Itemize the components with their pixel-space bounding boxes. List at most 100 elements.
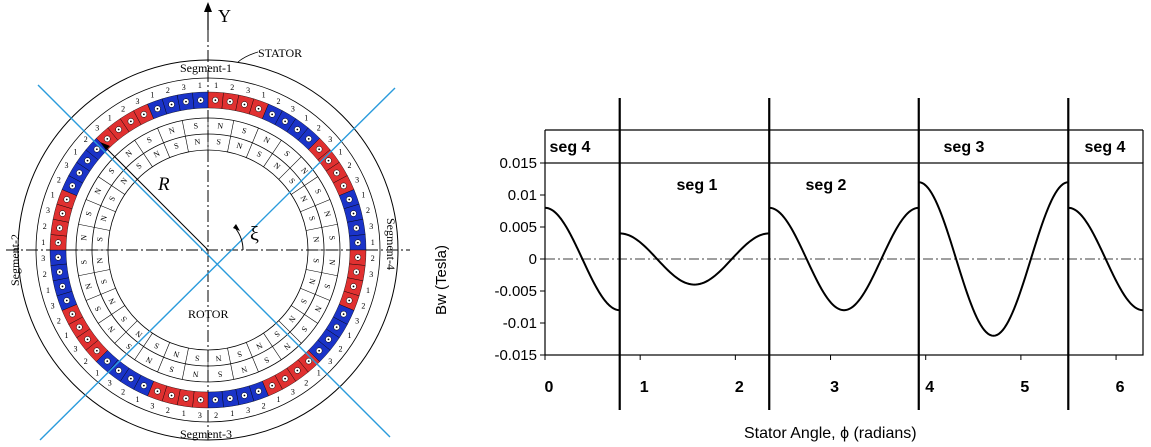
angle-label: ξ xyxy=(250,223,259,245)
x-tick-label: 0 xyxy=(545,379,554,396)
rotor-pole-letter: N xyxy=(83,282,93,290)
coil-dot-icon xyxy=(170,103,173,106)
rotor-pole-divider xyxy=(263,140,282,168)
rotor-pole-letter: N xyxy=(99,214,109,222)
coil-number: 1 xyxy=(262,91,266,100)
coil-number: 2 xyxy=(262,401,266,410)
rotor-pole-divider xyxy=(290,176,318,195)
coil-dot-icon xyxy=(61,285,64,288)
rotor-pole-letter: N xyxy=(298,194,309,204)
coil-dot-icon xyxy=(318,148,321,151)
coil-number: 3 xyxy=(291,104,295,113)
rotor-pole-letter: N xyxy=(322,210,332,218)
rotor-pole-letter: N xyxy=(106,324,117,334)
rotor-pole-divider xyxy=(114,320,138,344)
y-tick-label: -0.01 xyxy=(503,315,537,332)
coil-number: 3 xyxy=(51,302,55,311)
rotor-pole-letter: S xyxy=(236,349,243,359)
coil-dot-icon xyxy=(106,137,109,140)
segment-3-label: Segment-3 xyxy=(180,427,232,441)
coil-number: 1 xyxy=(339,148,343,157)
coil-number: 1 xyxy=(51,190,55,199)
rotor-pole-divider xyxy=(85,287,116,301)
rotor-pole-letter: N xyxy=(192,369,199,379)
radius-line xyxy=(103,145,209,251)
segment-cut-line-2 xyxy=(39,87,396,441)
rotor-pole-letter: N xyxy=(93,186,104,196)
x-tick-group: 0 1 2 3 4 5 6 xyxy=(544,355,1125,396)
coil-number: 1 xyxy=(46,286,50,295)
rotor-pole-letter: S xyxy=(307,215,317,222)
coil-dot-icon xyxy=(318,349,321,352)
coil-number: 1 xyxy=(135,395,139,404)
rotor-pole-letter: N xyxy=(95,257,105,264)
coil-dot-icon xyxy=(355,227,358,229)
segment-label: seg 2 xyxy=(806,177,847,194)
coil-dot-icon xyxy=(307,137,310,140)
coil-number: 2 xyxy=(57,175,61,184)
coil-dot-icon xyxy=(342,184,345,187)
coil-number: 2 xyxy=(317,124,321,133)
coil-dot-icon xyxy=(61,212,64,215)
coil-dot-icon xyxy=(185,100,187,103)
rotor-pole-divider xyxy=(300,199,331,213)
rotor-pole-letter: S xyxy=(272,329,281,339)
rotor-pole-letter: S xyxy=(287,176,297,185)
segment-label: seg 1 xyxy=(677,177,718,194)
rotor-pole-letter: S xyxy=(134,161,143,171)
rotor-pole-letter: S xyxy=(299,324,309,333)
rotor-pole-letter: S xyxy=(193,121,198,130)
rotor-pole-divider xyxy=(278,156,302,180)
coil-dot-icon xyxy=(348,299,351,302)
coil-number: 3 xyxy=(182,83,186,92)
coil-number: 1 xyxy=(230,409,234,418)
coil-dot-icon xyxy=(199,99,202,102)
coil-dot-icon xyxy=(284,120,287,123)
rotor-pole-letter: N xyxy=(254,340,264,351)
rotor-pole-letter: S xyxy=(241,126,248,136)
coil-number: 2 xyxy=(84,135,88,144)
rotor-pole-letter: S xyxy=(95,237,104,242)
coil-number: 1 xyxy=(371,238,375,247)
stator-leader-line xyxy=(237,51,259,63)
coil-dot-icon xyxy=(129,377,132,380)
coil-dot-icon xyxy=(243,103,246,106)
coil-number: 2 xyxy=(371,254,375,263)
coil-dot-icon xyxy=(71,184,74,187)
stator-outer-circle xyxy=(17,59,399,441)
coil-dot-icon xyxy=(86,159,89,162)
coil-number: 1 xyxy=(182,409,186,418)
coil-number: 2 xyxy=(166,86,170,95)
coil-dot-icon xyxy=(284,377,287,380)
rotor-pole-divider xyxy=(157,127,171,158)
coil-number: 2 xyxy=(43,270,47,279)
coil-dot-icon xyxy=(78,326,81,329)
rotor-pole-divider xyxy=(78,269,110,277)
x-tick-label: 2 xyxy=(735,379,744,396)
magnet-ring xyxy=(49,91,367,409)
rotor-pole-letter: S xyxy=(322,283,332,290)
rotor-pole-letter: S xyxy=(107,166,117,175)
y-tick-label: -0.015 xyxy=(494,347,537,364)
coil-dot-icon xyxy=(271,384,274,387)
segment-label: seg 3 xyxy=(944,139,985,156)
segment-label: seg 4 xyxy=(1085,139,1126,156)
coil-dot-icon xyxy=(95,349,98,352)
coil-number: 2 xyxy=(166,406,170,415)
x-tick-label: 6 xyxy=(1116,379,1125,396)
coil-dot-icon xyxy=(58,227,61,229)
coil-dot-icon xyxy=(271,113,274,116)
radius-label: R xyxy=(157,174,170,195)
segment-label: seg 4 xyxy=(550,139,591,156)
rotor-pole-divider xyxy=(157,342,171,373)
stator-label: STATOR xyxy=(258,46,302,60)
coil-dot-icon xyxy=(356,256,359,259)
rotor-pole-divider xyxy=(300,287,331,301)
rotor-pole-letter: S xyxy=(255,149,263,159)
rotor-pole-letter: S xyxy=(168,364,175,374)
rotor-label: ROTOR xyxy=(188,307,228,321)
coil-number: 1 xyxy=(366,286,370,295)
rotor-pole-divider xyxy=(290,305,318,324)
coil-number: 1 xyxy=(95,368,99,377)
coil-dot-icon xyxy=(57,256,60,259)
